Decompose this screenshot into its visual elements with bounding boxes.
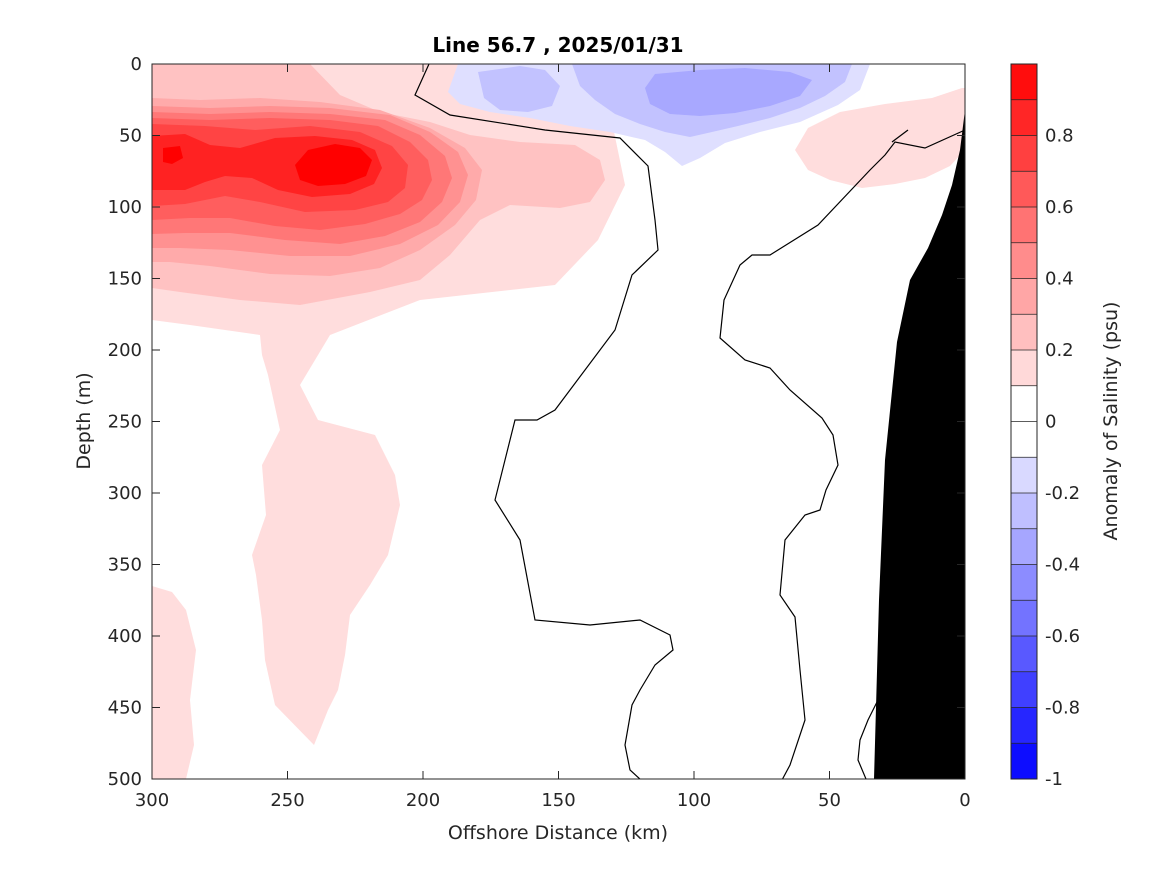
colorbar-band (1011, 493, 1037, 529)
colorbar-tick-label: 0.4 (1045, 269, 1074, 290)
contour-band-neg-0-2 (478, 66, 560, 112)
y-tick-label: 450 (108, 698, 142, 719)
colorbar-label: Anomaly of Salinity (psu) (1100, 302, 1122, 541)
colorbar-tick-label: -0.8 (1045, 698, 1080, 719)
y-tick-label: 400 (108, 626, 142, 647)
contour-band-pos-0-9-west (163, 146, 183, 164)
chart-title: Line 56.7 , 2025/01/31 (432, 33, 683, 57)
x-axis: 300 250 200 150 100 50 0 (135, 64, 971, 811)
x-tick-label: 250 (270, 790, 304, 811)
y-tick-label: 250 (108, 412, 142, 433)
colorbar-band (1011, 99, 1037, 136)
colorbar-tick-label: -0.4 (1045, 555, 1080, 576)
x-tick-label: 100 (677, 790, 711, 811)
colorbar-band (1011, 457, 1037, 493)
colorbar-tick-label: 0.2 (1045, 340, 1074, 361)
x-axis-label: Offshore Distance (km) (448, 822, 668, 844)
contour-fill-layer (152, 64, 965, 860)
colorbar-band (1011, 171, 1037, 207)
colorbar-band (1011, 278, 1037, 315)
colorbar-band (1011, 528, 1037, 565)
zero-contour-small-loop (695, 840, 735, 860)
y-tick-label: 100 (108, 197, 142, 218)
contour-band-pos-0-9 (295, 144, 372, 186)
bathymetry-fill (874, 110, 965, 779)
colorbar-band (1011, 242, 1037, 279)
colorbar-frame (1010, 63, 1038, 780)
colorbar-band (1011, 743, 1037, 779)
y-tick-label: 0 (131, 54, 142, 75)
plot-area: 300 250 200 150 100 50 0 050100150200250300350… (108, 54, 971, 860)
zero-contour-main (414, 64, 965, 779)
colorbar-tick-label: -0.6 (1045, 626, 1080, 647)
colorbar-band (1011, 600, 1037, 636)
y-tick-label: 50 (119, 126, 142, 147)
contour-band-pos-0-1-nearshore (795, 88, 965, 188)
x-tick-label: 150 (541, 790, 575, 811)
y-tick-label: 350 (108, 555, 142, 576)
colorbar-band (1011, 207, 1037, 243)
x-tick-label: 0 (959, 790, 970, 811)
x-tick-label: 300 (135, 790, 169, 811)
colorbar-tick-label: -0.2 (1045, 483, 1080, 504)
x-tick-label: 50 (818, 790, 841, 811)
colorbar-band (1011, 421, 1037, 458)
colorbar-band (1011, 636, 1037, 672)
colorbar-band (1011, 385, 1037, 422)
colorbar-ticks: 0.8 0.6 0.4 0.2 0 -0.2 -0.4 -0.6 -0.8 -1 (1045, 126, 1080, 791)
y-axis-label: Depth (m) (73, 372, 95, 469)
colorbar-tick-label: 0.8 (1045, 126, 1074, 147)
colorbar-band (1011, 671, 1037, 708)
contour-band-neg-0-3 (645, 68, 812, 116)
colorbar-band (1011, 707, 1037, 744)
colorbar-bands (1011, 64, 1037, 779)
colorbar-band (1011, 64, 1037, 100)
colorbar-tick-label: 0 (1045, 412, 1056, 433)
y-tick-label: 500 (108, 769, 142, 790)
colorbar-band (1011, 135, 1037, 172)
colorbar-band (1011, 350, 1037, 386)
zero-contour-slope (857, 699, 879, 779)
contour-band-pos-0-1-offshore (152, 586, 196, 779)
colorbar-tick-label: 0.6 (1045, 197, 1074, 218)
x-tick-label: 200 (406, 790, 440, 811)
y-tick-label: 300 (108, 483, 142, 504)
zero-contour-north-tick (891, 129, 909, 143)
zero-contour-lines (414, 64, 965, 860)
colorbar-band (1011, 314, 1037, 350)
colorbar: 0.8 0.6 0.4 0.2 0 -0.2 -0.4 -0.6 -0.8 -1 Anomaly … (1010, 63, 1122, 791)
y-axis: 0 50 100 150 200 250 300 350 400 450 500 (108, 54, 965, 790)
colorbar-band (1011, 564, 1037, 601)
colorbar-tick-label: -1 (1045, 769, 1063, 790)
y-tick-label: 200 (108, 340, 142, 361)
y-tick-label: 150 (108, 269, 142, 290)
